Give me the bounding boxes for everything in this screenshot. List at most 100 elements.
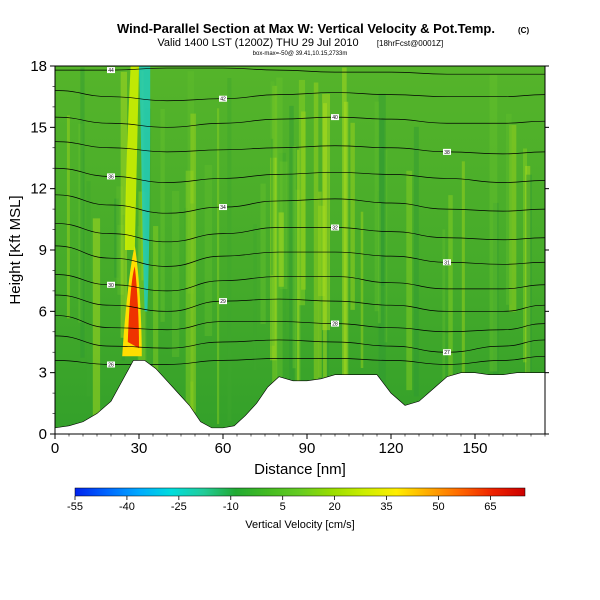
contour-label-bg [331, 224, 339, 231]
contour-label-bg [219, 95, 227, 102]
field-streak [343, 101, 349, 388]
field-streak [379, 118, 385, 286]
field-streak [289, 105, 294, 433]
field-streak [272, 85, 278, 422]
chart-subtitle-small: [18hrFcst@0001Z] [377, 39, 443, 48]
field-streak [461, 161, 465, 378]
theta-contour [55, 90, 545, 102]
y-tick-label: 12 [30, 181, 47, 198]
x-tick-label: 30 [131, 440, 148, 457]
colorbar-tick-label: -55 [67, 501, 83, 513]
field-streak [377, 201, 381, 324]
colorbar: -55 -40 -25 -10 5 20 35 50 65 Vertical Velocity … [67, 487, 526, 531]
field-streak [92, 218, 101, 421]
theta-contour [55, 315, 545, 333]
x-tick-label: 120 [378, 440, 403, 457]
field-streak [204, 164, 213, 336]
field-streak [153, 226, 159, 383]
field-streak [78, 123, 83, 323]
field-streak [270, 81, 275, 346]
field-streak [253, 224, 257, 371]
field-streak [374, 101, 379, 312]
y-tick-label: 3 [39, 365, 47, 382]
theta-contour [55, 141, 545, 155]
theta-contour [55, 67, 545, 75]
colorbar-tick-label: 20 [328, 501, 340, 513]
colorbar-label: Vertical Velocity [cm/s] [245, 519, 354, 531]
field-streak [295, 189, 301, 416]
field-streak [120, 71, 128, 338]
field-streak [185, 170, 194, 433]
field-streak [489, 74, 498, 372]
x-tick-label: 90 [299, 440, 316, 457]
colorbar-tick-label: 35 [380, 501, 392, 513]
x-tick-label: 150 [462, 440, 487, 457]
field-streak [184, 207, 188, 313]
field-streak [301, 111, 306, 290]
x-axis: 0 30 60 90 120 150 [51, 434, 546, 457]
field-streak [292, 146, 297, 369]
contour-label-bg [219, 298, 227, 305]
field-streak [138, 191, 147, 362]
y-tick-label: 9 [39, 242, 47, 259]
theta-contour [55, 223, 545, 243]
contour-label-bg [219, 204, 227, 211]
contour-label: 34 [220, 205, 226, 211]
field-streak [276, 77, 283, 379]
colorbar-tick-label: 65 [484, 501, 496, 513]
colorbar-tick-label: 5 [280, 501, 286, 513]
field-streak [406, 170, 413, 391]
field-streak [121, 214, 125, 361]
field-streak [505, 113, 512, 305]
contour-label-bg [443, 259, 451, 266]
x-tick-label: 60 [215, 440, 232, 457]
field-streak [342, 67, 347, 420]
chart-title-mark: (C) [518, 26, 529, 35]
y-tick-label: 0 [39, 426, 47, 443]
field-streak [448, 195, 453, 420]
field-streak [216, 108, 220, 425]
contour-label: 40 [332, 115, 338, 121]
contour-label: 31 [444, 260, 450, 266]
contour-label-bg [107, 361, 115, 368]
y-tick-label: 18 [30, 58, 47, 75]
terrain-mask [55, 360, 545, 434]
contour-label: 32 [332, 226, 338, 232]
contour-label: 29 [220, 299, 226, 305]
chart-subtitle: Valid 1400 LST (1200Z) THU 29 Jul 2010 [157, 37, 358, 49]
x-axis-label: Distance [nm] [254, 461, 346, 478]
field-streak [116, 186, 124, 288]
field-streak [526, 174, 532, 380]
field-streak [323, 103, 328, 409]
field-streak [278, 152, 286, 338]
downdraft-streak [139, 66, 151, 312]
y-axis-label: Height [Kft MSL] [7, 195, 24, 304]
theta-contour [55, 167, 545, 183]
field-streak [509, 124, 517, 312]
field-streak [80, 67, 85, 358]
field-streak [297, 149, 300, 389]
contour-label: 26 [108, 362, 114, 368]
field-streak [384, 149, 388, 343]
theta-contour [55, 116, 545, 128]
field-streak [413, 126, 419, 397]
y-axis: 0 36 9 12 15 18 [30, 58, 549, 443]
contour-label: 30 [108, 283, 114, 289]
field-streak [86, 181, 91, 397]
contour-label: 42 [220, 97, 226, 103]
field-streak [326, 171, 329, 382]
field-streak [279, 161, 288, 290]
field-streak [66, 115, 70, 319]
field-streak [523, 148, 527, 363]
velocity-field [66, 66, 532, 433]
field-streak [298, 79, 306, 306]
contour-label-bg [107, 281, 115, 288]
contour-label: 36 [108, 174, 114, 180]
field-streak [278, 212, 284, 287]
field-streak [377, 191, 380, 353]
theta-contour [55, 194, 545, 214]
y-tick-label: 15 [30, 119, 47, 136]
field-streak [260, 183, 266, 325]
field-streak [318, 205, 326, 297]
